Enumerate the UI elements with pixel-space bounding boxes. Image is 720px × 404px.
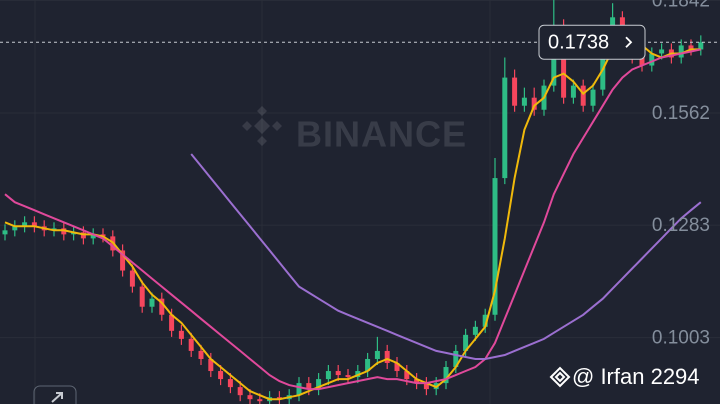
candle-body	[188, 338, 194, 351]
candle-body	[561, 25, 567, 98]
candle-body	[218, 371, 224, 380]
candle-body	[639, 57, 645, 66]
candle-body	[2, 230, 8, 235]
overlay: 0.1842 0.1562 0.1283 0.1003 0.1738	[0, 0, 720, 349]
candle-body	[61, 228, 67, 235]
credit-icon	[549, 366, 571, 388]
candle-body	[31, 222, 37, 227]
candle-body	[139, 286, 145, 307]
candle-body	[159, 298, 165, 315]
binance-icon	[242, 106, 282, 146]
candle-body	[443, 367, 449, 384]
watermark: BINANCE	[296, 114, 467, 155]
candle-body	[276, 397, 282, 400]
candle-body	[659, 49, 665, 54]
candle-body	[453, 350, 459, 368]
candle-body	[414, 379, 420, 384]
candle-body	[649, 53, 655, 66]
expand-button[interactable]	[33, 385, 77, 404]
candle-body	[257, 399, 263, 402]
candle-body	[580, 85, 586, 106]
y-tick-label: 0.1562	[652, 103, 710, 124]
candle-body	[169, 314, 175, 331]
candle-body	[590, 89, 596, 106]
candle-body	[120, 250, 126, 271]
y-tick-label: 0.1003	[652, 328, 710, 349]
candle-body	[531, 97, 537, 110]
candle-body	[208, 358, 214, 372]
candle-body	[482, 314, 488, 327]
candle-body	[237, 387, 243, 396]
candle-body	[423, 383, 429, 390]
candle-body	[394, 362, 400, 372]
candle-body	[345, 375, 351, 378]
candle-body	[492, 178, 498, 315]
candle-body	[227, 379, 233, 388]
candle-body	[325, 371, 331, 380]
candle-body	[600, 37, 606, 90]
y-tick-label: 0.1283	[652, 215, 710, 236]
candle-body	[472, 326, 478, 335]
candle-body	[247, 395, 253, 400]
candle-body	[570, 85, 576, 98]
plot	[2, 0, 704, 404]
grid	[0, 0, 720, 339]
candle-body	[404, 371, 410, 380]
candle-body	[698, 42, 704, 50]
candle-body	[316, 379, 322, 390]
candle-body	[306, 383, 312, 390]
last-price-label: 0.1738	[548, 31, 609, 53]
candle-body	[512, 77, 518, 106]
candle-body	[688, 45, 694, 50]
candle-body	[502, 77, 508, 179]
candle-body	[296, 383, 302, 396]
ma-line	[4, 48, 702, 391]
candle-body	[12, 226, 18, 231]
candle-body	[678, 45, 684, 58]
candle-body	[384, 350, 390, 363]
candle-body	[365, 358, 371, 372]
candle-body	[335, 371, 341, 376]
candle-body	[374, 350, 380, 359]
candle-body	[22, 222, 28, 227]
candle-body	[463, 334, 469, 351]
candle-body	[198, 350, 204, 359]
price-tag-chevron	[625, 36, 633, 48]
candle-body	[178, 330, 184, 339]
expand-icon	[51, 392, 63, 403]
candle-body	[149, 298, 155, 307]
candle-body	[129, 270, 135, 287]
candle-body	[521, 97, 527, 106]
watermark-logo	[242, 106, 282, 146]
price-tag	[538, 24, 646, 60]
candle-body	[90, 234, 96, 239]
credit: @ Irfan 2294	[572, 364, 700, 389]
y-tick-label: 0.1842	[652, 0, 710, 11]
candle-body	[100, 234, 106, 237]
ma-line	[190, 153, 702, 360]
